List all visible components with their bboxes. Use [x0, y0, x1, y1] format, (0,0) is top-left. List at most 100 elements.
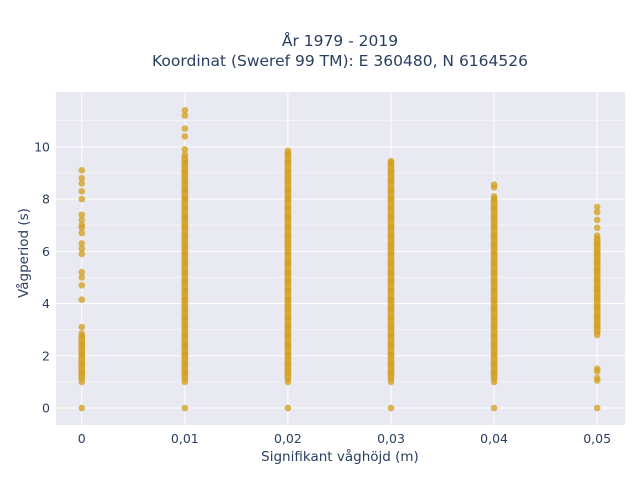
data-point: [387, 157, 395, 165]
data-point: [593, 240, 601, 247]
data-point: [593, 203, 601, 211]
data-points: [78, 106, 601, 412]
data-point: [490, 332, 498, 340]
data-point: [593, 365, 601, 373]
x-tick-label: 0,03: [377, 431, 405, 446]
data-point: [490, 351, 498, 358]
data-point: [181, 296, 189, 303]
data-point: [387, 378, 395, 386]
data-point: [284, 223, 292, 230]
data-point: [593, 304, 601, 311]
data-point: [78, 167, 86, 174]
chart-title-line-1: År 1979 - 2019: [282, 31, 398, 50]
data-point: [284, 314, 292, 322]
data-point: [490, 287, 498, 294]
data-point: [78, 240, 86, 247]
x-axis-label: Signifikant våghöjd (m): [261, 448, 419, 465]
data-point: [181, 159, 189, 166]
data-point: [490, 250, 498, 258]
data-point: [181, 278, 189, 285]
data-point: [593, 208, 601, 216]
data-point: [284, 168, 292, 175]
data-point: [284, 268, 292, 276]
calm-point: [284, 404, 292, 412]
data-point: [78, 180, 86, 187]
data-point: [387, 332, 395, 340]
data-point: [181, 106, 189, 114]
data-point: [78, 229, 86, 237]
data-point: [387, 232, 395, 239]
data-point: [181, 369, 189, 377]
data-point: [593, 224, 601, 232]
data-point: [181, 168, 189, 175]
data-point: [490, 214, 498, 221]
data-point: [181, 323, 189, 331]
data-point: [593, 295, 601, 302]
data-point: [78, 360, 86, 367]
data-point: [490, 369, 498, 377]
data-point: [78, 323, 86, 331]
data-point: [284, 287, 292, 294]
data-point: [78, 174, 86, 182]
data-point: [387, 360, 395, 367]
data-point: [78, 296, 86, 303]
data-point: [593, 276, 601, 284]
data-point: [181, 146, 189, 153]
data-point: [387, 287, 395, 294]
data-point: [387, 259, 395, 267]
data-point: [490, 314, 498, 322]
data-point: [490, 193, 498, 200]
data-point: [78, 187, 86, 195]
data-point: [181, 342, 189, 349]
data-point: [78, 330, 86, 337]
x-tick-label: 0,02: [274, 431, 302, 446]
data-point: [284, 186, 292, 194]
data-point: [284, 232, 292, 239]
data-point: [593, 216, 601, 224]
data-point: [284, 378, 292, 386]
data-point: [387, 342, 395, 349]
data-point: [284, 250, 292, 258]
data-point: [284, 195, 292, 203]
data-point: [387, 204, 395, 212]
data-point: [593, 232, 601, 239]
data-point: [78, 281, 86, 289]
data-point: [181, 378, 189, 386]
calm-point: [490, 404, 498, 412]
x-tick-label: 0,01: [171, 431, 199, 446]
data-point: [181, 250, 189, 258]
data-point: [181, 133, 189, 140]
data-point: [181, 332, 189, 340]
data-point: [284, 177, 292, 185]
data-point: [181, 151, 189, 158]
data-point: [181, 214, 189, 221]
data-point: [78, 245, 86, 253]
data-point: [181, 223, 189, 230]
data-point: [593, 267, 601, 275]
data-point: [490, 204, 498, 212]
data-point: [284, 369, 292, 377]
data-point: [181, 204, 189, 212]
data-point: [284, 323, 292, 331]
data-point: [181, 351, 189, 358]
data-point: [387, 223, 395, 230]
data-point: [181, 125, 189, 132]
data-point: [78, 211, 86, 219]
data-point: [387, 305, 395, 313]
data-point: [490, 305, 498, 313]
data-point: [181, 287, 189, 294]
data-point: [387, 195, 395, 203]
data-point: [181, 195, 189, 203]
data-point: [593, 249, 601, 256]
data-point: [181, 314, 189, 322]
y-tick-label: 2: [42, 348, 50, 363]
data-point: [490, 296, 498, 303]
data-point: [490, 342, 498, 349]
data-point: [78, 195, 86, 203]
data-point: [387, 369, 395, 377]
data-point: [490, 268, 498, 276]
data-point: [181, 268, 189, 276]
data-point: [78, 268, 86, 276]
y-tick-label: 4: [42, 296, 50, 311]
